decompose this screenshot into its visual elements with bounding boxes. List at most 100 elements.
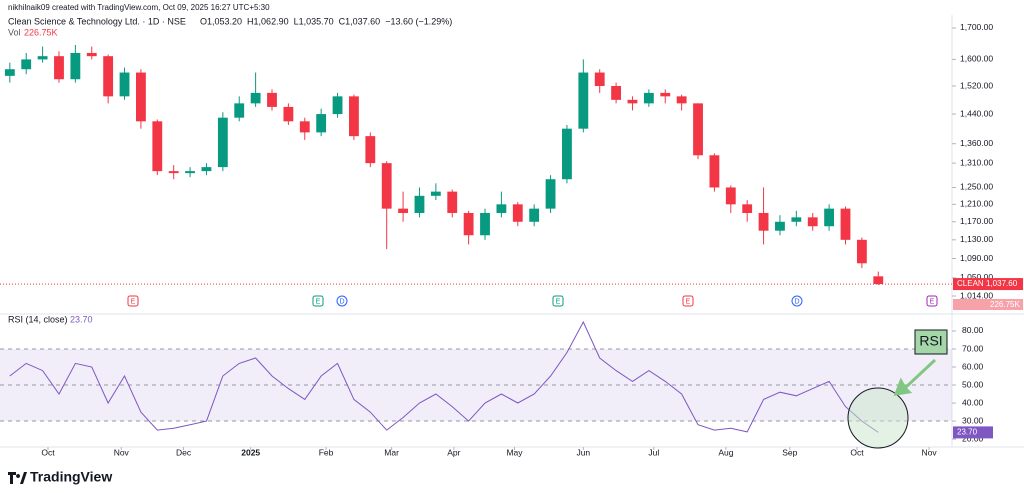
y-tick-label: 1,130.00	[960, 234, 993, 244]
candle-body	[136, 72, 146, 122]
candle-body	[349, 96, 359, 137]
brand-name: TradingView	[30, 469, 112, 485]
candle-body	[676, 96, 687, 104]
volume-label: Vol	[8, 27, 21, 37]
y-tick-label: 1,170.00	[960, 216, 993, 226]
event-icon	[127, 295, 139, 307]
x-tick-label: Apr	[447, 447, 460, 457]
candle-body	[365, 136, 376, 164]
candle-body	[529, 208, 540, 222]
y-tick-label: 1,090.00	[960, 253, 993, 263]
event-label: D	[794, 298, 799, 305]
candle-body	[86, 52, 97, 57]
y-tick-label: 1,360.00	[960, 138, 993, 148]
rsi-value-box	[953, 426, 993, 439]
attribution: nikhilnaik09 created with TradingView.co…	[8, 3, 270, 12]
candle-body	[791, 217, 802, 222]
annotation-arrow	[893, 358, 937, 396]
candle-body	[217, 117, 228, 168]
candle-body	[70, 52, 81, 80]
x-tick-label: Nov	[921, 447, 937, 457]
candle-body	[545, 179, 556, 209]
candle-body	[594, 72, 605, 87]
event-icon	[312, 295, 324, 307]
y-tick-label: 50.00	[962, 379, 984, 389]
x-tick-label: Nov	[114, 447, 130, 457]
y-tick-label: 1,700.00	[960, 22, 993, 32]
event-label: E	[131, 298, 136, 305]
candle-body	[660, 92, 671, 97]
x-tick-label: Jul	[648, 447, 659, 457]
ohlc-value: L1,035.70	[294, 16, 334, 26]
ohlc-value: −13.60 (−1.29%)	[385, 16, 452, 26]
y-tick-label: 1,050.00	[960, 272, 993, 282]
event-label: E	[556, 298, 561, 305]
candle-body	[316, 114, 327, 133]
candle-body	[775, 221, 785, 231]
y-tick-label: 1,440.00	[960, 108, 993, 118]
candle-body	[332, 96, 343, 115]
ohlc-value: O1,053.20	[200, 16, 242, 26]
candle-body	[807, 217, 818, 227]
y-tick-label: 60.00	[962, 361, 984, 371]
candle-body	[562, 128, 572, 180]
x-tick-label: Sep	[782, 447, 797, 457]
brand-logo	[8, 472, 27, 484]
candle-body	[627, 99, 638, 104]
y-tick-label: 1,310.00	[960, 157, 993, 167]
x-tick-label: Aug	[718, 447, 733, 457]
candle-body	[709, 155, 720, 188]
symbol-tag: CLEAN	[957, 279, 984, 288]
candle-body	[267, 92, 277, 107]
annotation-label: RSI	[919, 333, 942, 349]
candle-body	[856, 239, 867, 264]
candle-body	[840, 208, 851, 240]
candle-body	[152, 121, 163, 172]
candle-body	[578, 72, 589, 129]
last-price-label: 1,037.60	[986, 279, 1018, 288]
candle-body	[185, 171, 195, 174]
candle-body	[234, 103, 245, 118]
highlight-circle	[847, 387, 909, 449]
volume-box	[953, 299, 1023, 310]
y-tick-label: 80.00	[962, 325, 984, 335]
rsi-title: RSI (14, close)	[8, 314, 68, 324]
event-icon	[791, 295, 803, 307]
rsi-value: 23.70	[70, 314, 93, 324]
candle-body	[463, 212, 474, 236]
candle-body	[119, 72, 130, 97]
y-tick-label: 30.00	[962, 415, 984, 425]
candle-body	[4, 69, 15, 76]
y-tick-label: 1,250.00	[960, 182, 993, 192]
y-tick-label: 40.00	[962, 397, 984, 407]
y-tick-label: 1,520.00	[960, 80, 993, 90]
event-label: E	[686, 298, 691, 305]
symbol-title: Clean Science & Technology Ltd. · 1D · N…	[8, 16, 186, 26]
ohlc-value: H1,062.90	[247, 16, 289, 26]
candle-body	[398, 208, 408, 213]
candle-body	[21, 59, 32, 70]
y-tick-label: 1,210.00	[960, 199, 993, 209]
candle-body	[381, 163, 392, 209]
event-icon	[682, 295, 694, 307]
candle-body	[283, 106, 294, 122]
candle-body	[873, 276, 884, 285]
event-icon	[552, 295, 564, 307]
y-tick-label: 70.00	[962, 343, 984, 353]
rsi-axis-label: 23.70	[957, 428, 978, 437]
rsi-line	[9, 320, 879, 433]
event-icon	[336, 295, 348, 307]
last-price-box	[953, 278, 1023, 291]
candle-body	[250, 92, 261, 104]
x-tick-label: Feb	[319, 447, 334, 457]
ohlc-value: C1,037.60	[339, 16, 381, 26]
candle-body	[299, 121, 310, 133]
candle-body	[742, 204, 753, 213]
y-tick-label: 1,600.00	[960, 54, 993, 64]
x-tick-label: May	[506, 447, 523, 457]
candle-body	[611, 86, 622, 100]
candle-body	[480, 212, 490, 236]
x-tick-label: 2025	[241, 447, 260, 457]
candle-body	[512, 204, 523, 222]
